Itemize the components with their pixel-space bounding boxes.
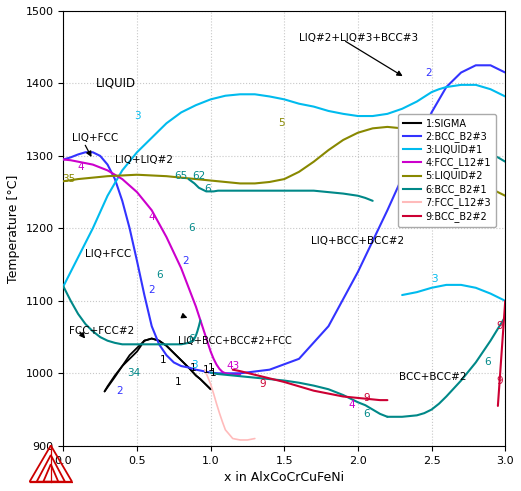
Text: 6: 6: [188, 223, 195, 233]
Text: 3: 3: [134, 111, 140, 121]
Y-axis label: Temperature [°C]: Temperature [°C]: [7, 174, 20, 282]
Text: 9: 9: [364, 393, 370, 403]
Text: 43: 43: [226, 361, 239, 371]
Text: 35: 35: [63, 174, 76, 184]
Text: 9: 9: [259, 379, 266, 389]
Text: 1: 1: [203, 365, 209, 375]
X-axis label: x in AlxCoCrCuFeNi: x in AlxCoCrCuFeNi: [224, 471, 344, 484]
Text: 1: 1: [160, 355, 167, 365]
Text: 3: 3: [191, 359, 198, 370]
Text: 6: 6: [156, 271, 163, 280]
Text: 2: 2: [148, 285, 155, 295]
Text: LIQ+BCC+BCC#2+FCC: LIQ+BCC+BCC#2+FCC: [178, 336, 292, 346]
Text: 6: 6: [364, 409, 370, 419]
Text: 6: 6: [465, 171, 472, 181]
Text: 1: 1: [210, 368, 217, 378]
Text: 2: 2: [425, 68, 432, 78]
Text: 2: 2: [182, 256, 189, 266]
Text: 1: 1: [207, 362, 214, 373]
Text: 1: 1: [190, 362, 196, 373]
Text: 6: 6: [484, 357, 491, 367]
Text: 66: 66: [422, 155, 435, 164]
Text: LIQ+LIQ#2: LIQ+LIQ#2: [115, 155, 173, 164]
Text: 6: 6: [188, 333, 195, 344]
Text: 5: 5: [278, 118, 284, 128]
Text: FCC+FCC#2: FCC+FCC#2: [69, 327, 134, 336]
Text: LIQUID: LIQUID: [96, 77, 136, 90]
Text: LIQ#2+LIQ#3+BCC#3: LIQ#2+LIQ#3+BCC#3: [299, 33, 418, 44]
Text: 62: 62: [192, 171, 205, 181]
Text: 1: 1: [175, 377, 181, 387]
Text: 2: 2: [116, 386, 122, 396]
Text: 65: 65: [175, 171, 188, 181]
Text: 6: 6: [204, 184, 211, 193]
Text: LIQ+BCC+BCC#2: LIQ+BCC+BCC#2: [311, 236, 404, 246]
Text: 4: 4: [148, 213, 155, 222]
Text: 4: 4: [349, 400, 355, 410]
Text: 4: 4: [78, 162, 84, 172]
Text: 34: 34: [128, 368, 141, 378]
Text: 9: 9: [496, 321, 503, 331]
Text: 9: 9: [496, 376, 503, 385]
Text: LIQ+FCC: LIQ+FCC: [85, 249, 132, 259]
Text: LIQ+FCC: LIQ+FCC: [72, 133, 118, 143]
Legend: 1:SIGMA, 2:BCC_B2#3, 3:LIQUID#1, 4:FCC_L12#1, 5:LIQUID#2, 6:BCC_B2#1, 7:FCC_L12#: 1:SIGMA, 2:BCC_B2#3, 3:LIQUID#1, 4:FCC_L…: [398, 113, 496, 227]
Text: 3: 3: [431, 274, 438, 284]
Text: BCC+BCC#2: BCC+BCC#2: [399, 372, 467, 382]
